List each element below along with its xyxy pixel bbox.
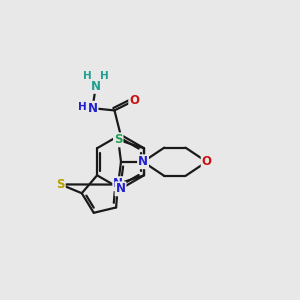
Text: N: N [91,80,101,93]
Text: H: H [83,71,92,81]
Text: O: O [129,94,139,107]
Text: S: S [56,178,65,191]
Text: N: N [138,155,148,168]
Text: N: N [113,177,123,190]
Text: S: S [114,134,122,146]
Text: O: O [202,155,212,168]
Text: N: N [116,182,126,195]
Text: H: H [78,102,87,112]
Text: N: N [88,102,98,115]
Text: H: H [100,71,108,81]
